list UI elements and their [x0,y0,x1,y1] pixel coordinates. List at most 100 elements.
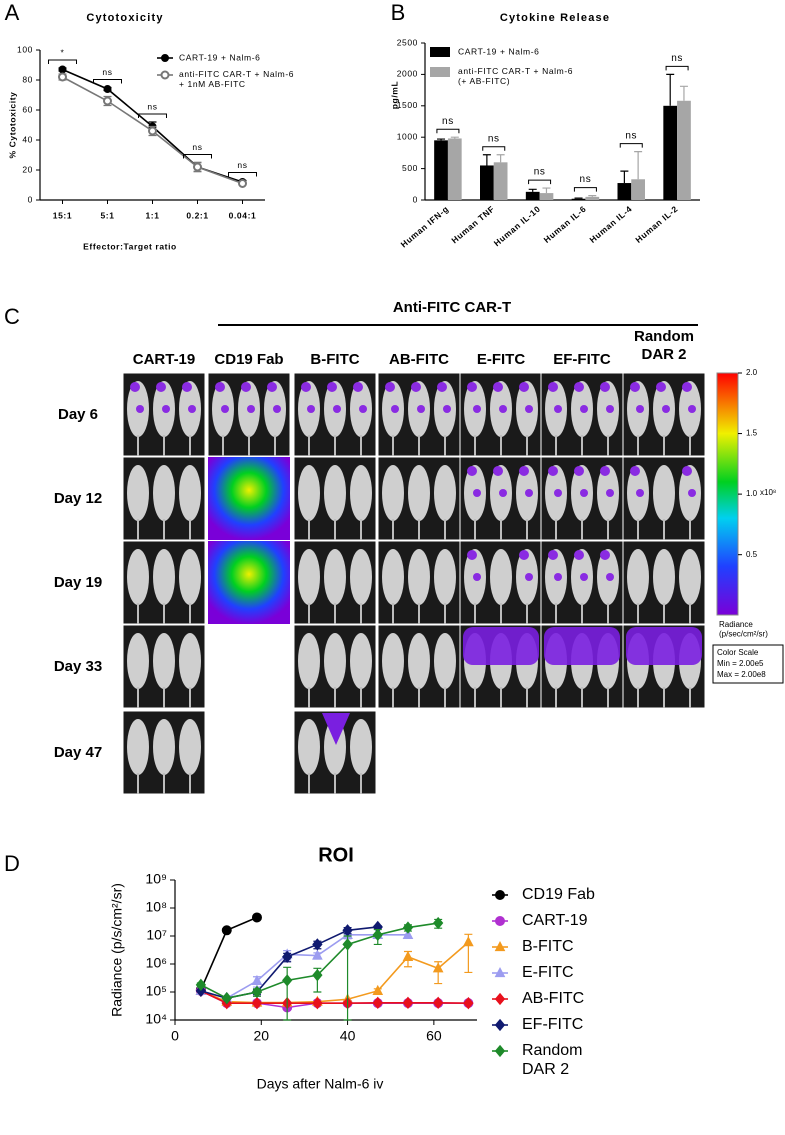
x-tick-label: 20 [253,1028,269,1044]
signal [554,489,562,497]
y-axis-label: Radiance (p/s/cm²/sr) [109,883,125,1017]
signal [493,382,503,392]
bar [539,193,554,200]
marker [312,968,323,982]
marker [495,916,505,926]
marker [463,936,474,947]
mouse [350,465,372,521]
row-label: Day 33 [54,658,102,675]
mouse [127,633,149,689]
signal [443,405,451,413]
signal [499,405,507,413]
y-tick-label: 10⁸ [146,899,168,915]
y-tick-label: 10⁵ [146,983,167,999]
bracket [183,154,212,159]
marker [160,70,170,80]
y-tick-label: 1000 [397,131,418,141]
y-tick-label: 2500 [397,37,418,47]
mouse [434,549,456,605]
y-tick-label: 0 [28,194,33,204]
x-tick-label: 0 [171,1028,179,1044]
marker [282,950,293,964]
bar [434,140,448,200]
signal [544,627,620,665]
marker [494,966,506,978]
annotation: ns [580,174,592,185]
signal [688,489,696,497]
signal [688,405,696,413]
signal [554,405,562,413]
error-bar [496,154,505,163]
bar [571,198,586,200]
colorbar [716,372,739,616]
legend-label: EF-FITC [522,1016,583,1033]
mouse [179,549,201,605]
marker [494,992,506,1006]
error-bar [450,136,459,139]
signal [473,573,481,581]
signal [467,550,477,560]
mouse [350,633,372,689]
colorbar-title: Radiance (p/sec/cm²/sr) [719,620,768,639]
marker [282,974,293,987]
x-tick-label: Human IL-4 [588,204,634,245]
marker [312,996,323,1010]
marker [432,962,444,973]
colorbar-box-text: Max = 2.00e8 [717,670,766,679]
signal [182,382,192,392]
annotation: ns [671,53,683,64]
signal [574,550,584,560]
column-label: B-FITC [310,351,359,368]
heat-image [208,541,290,624]
signal [626,627,702,665]
bar [493,162,508,200]
annotation: ns [147,101,157,111]
mouse [679,549,701,605]
signal [156,382,166,392]
signal [467,466,477,476]
marker [312,949,323,960]
x-tick-label: Human IL-2 [633,204,679,245]
y-axis-label: % Cytotoxicity [7,92,17,159]
mouse [153,633,175,689]
error-bar [574,197,583,199]
mouse [408,465,430,521]
bracket [665,65,689,71]
mouse [350,549,372,605]
mouse [179,719,201,775]
colorbar-tick-label: 2.0 [746,368,758,377]
signal [525,573,533,581]
column-label: EF-FITC [553,351,611,368]
signal [554,573,562,581]
signal [519,550,529,560]
mouse [298,633,320,689]
colorbar-box-text: Min = 2.00e5 [717,659,764,668]
column-label: CD19 Fab [214,351,283,368]
signal [267,382,277,392]
signal [162,405,170,413]
legend-label: anti-FITC CAR-T + Nalm-6 + 1nM AB-FITC [179,69,294,89]
signal [307,405,315,413]
marker [238,179,247,188]
mouse [324,549,346,605]
legend-swatch [430,47,450,57]
marker [342,938,353,951]
signal [656,382,666,392]
marker [402,996,414,1010]
signal [600,382,610,392]
series-line [200,941,469,1004]
mouse [408,633,430,689]
row-label: Day 12 [54,490,102,507]
x-axis-label: Days after Nalm-6 iv [257,1076,384,1092]
mouse [179,633,201,689]
signal [682,382,692,392]
x-tick-label: Human IL-6 [542,204,588,245]
row-label: Day 47 [54,744,102,761]
signal [327,382,337,392]
colorbar-tick-label: 1.0 [746,489,758,498]
colorbar-box-text: Color Scale [717,648,759,657]
error-bar [634,151,643,180]
annotation: ns [102,67,112,77]
